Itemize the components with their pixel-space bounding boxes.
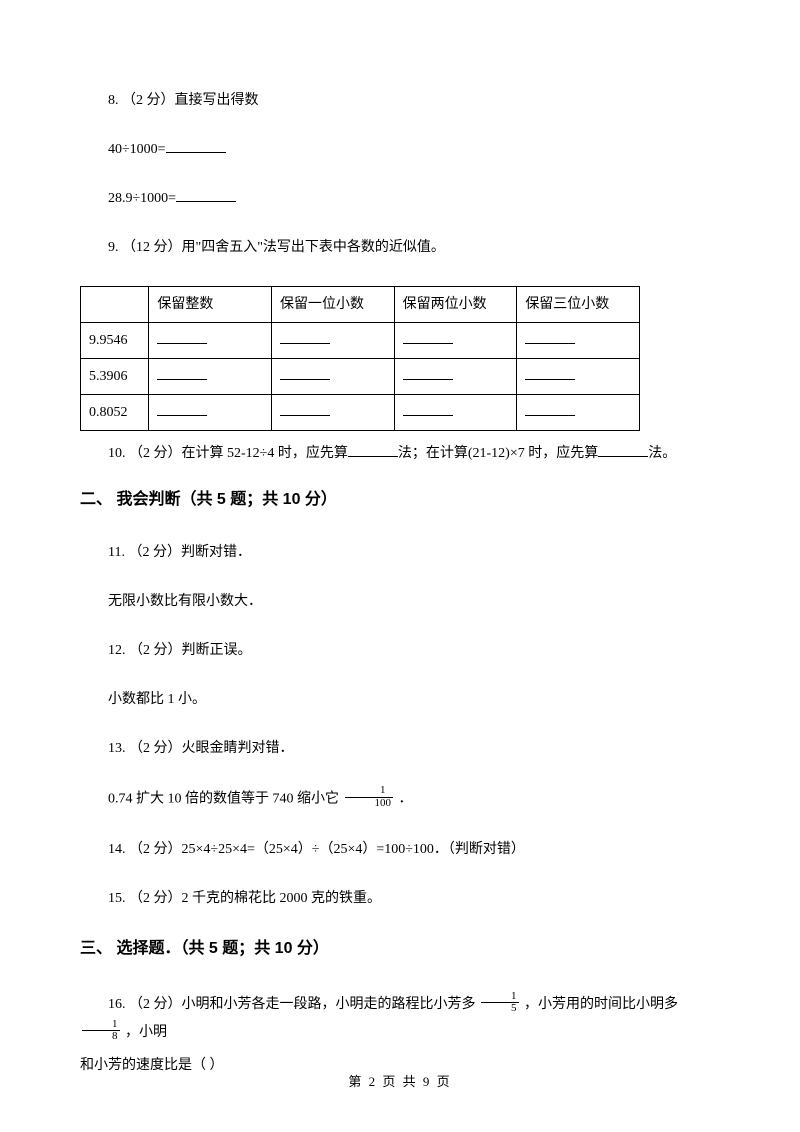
table-header-row: 保留整数 保留一位小数 保留两位小数 保留三位小数 (81, 287, 640, 323)
page-content: 8. （2 分）直接写出得数 40÷1000= 28.9÷1000= 9. （1… (80, 90, 720, 1076)
table-cell[interactable] (272, 395, 395, 431)
page-footer: 第 2 页 共 9 页 (0, 1071, 800, 1090)
q11-body: 无限小数比有限小数大． (80, 591, 720, 612)
table-cell[interactable] (394, 323, 517, 359)
q15-text: 15. （2 分）2 千克的棉花比 2000 克的铁重。 (80, 888, 720, 909)
table-cell[interactable] (149, 323, 272, 359)
q8-prefix: 8. （2 分）直接写出得数 (80, 90, 720, 111)
q8-line1: 40÷1000= (80, 139, 720, 160)
q14-text: 14. （2 分）25×4÷25×4=（25×4）÷（25×4）=100÷100… (80, 839, 720, 860)
q9-table: 保留整数 保留一位小数 保留两位小数 保留三位小数 9.9546 5.3906 … (80, 286, 640, 431)
table-cell[interactable] (394, 395, 517, 431)
fraction-icon: 18 (82, 1019, 120, 1043)
table-cell[interactable] (149, 359, 272, 395)
section-2-header: 二、 我会判断（共 5 题；共 10 分） (80, 488, 720, 512)
table-header-cell: 保留三位小数 (517, 287, 640, 323)
table-cell[interactable] (517, 395, 640, 431)
q10-p3: 法。 (648, 446, 676, 461)
q16-text: 16. （2 分）小明和小芳各走一段路，小明走的路程比小芳多 15 ，小芳用的时… (80, 991, 720, 1047)
q10-p2: 法；在计算(21-12)×7 时，应先算 (398, 446, 598, 461)
q10-text: 10. （2 分）在计算 52-12÷4 时，应先算 法；在计算(21-12)×7… (80, 443, 720, 464)
q13-p1: 0.74 扩大 10 倍的数值等于 740 缩小它 (108, 791, 343, 806)
table-header-cell: 保留整数 (149, 287, 272, 323)
table-cell[interactable] (517, 323, 640, 359)
section-3-header: 三、 选择题．（共 5 题；共 10 分） (80, 937, 720, 961)
table-cell[interactable] (517, 359, 640, 395)
q12-body: 小数都比 1 小。 (80, 689, 720, 710)
q8-line2: 28.9÷1000= (80, 188, 720, 209)
table-cell[interactable] (272, 359, 395, 395)
table-header-cell (81, 287, 149, 323)
q11-prefix: 11. （2 分）判断对错． (80, 542, 720, 563)
q16-p3: ，小明 (122, 1025, 168, 1040)
table-row: 9.9546 (81, 323, 640, 359)
fraction-icon: 1100 (345, 785, 394, 809)
table-header-cell: 保留两位小数 (394, 287, 517, 323)
table-cell[interactable] (394, 359, 517, 395)
fraction-icon: 15 (481, 991, 519, 1015)
blank-field[interactable] (166, 139, 226, 153)
table-row: 5.3906 (81, 359, 640, 395)
q13-prefix: 13. （2 分）火眼金睛判对错． (80, 738, 720, 759)
blank-field[interactable] (598, 443, 648, 457)
q9-prefix: 9. （12 分）用"四舍五入"法写出下表中各数的近似值。 (80, 237, 720, 258)
table-row-label: 5.3906 (81, 359, 149, 395)
table-cell[interactable] (272, 323, 395, 359)
blank-field[interactable] (348, 443, 398, 457)
table-row: 0.8052 (81, 395, 640, 431)
table-row-label: 9.9546 (81, 323, 149, 359)
q8-expr2: 28.9÷1000= (108, 191, 176, 206)
q16-p2: ，小芳用的时间比小明多 (521, 997, 679, 1012)
table-header-cell: 保留一位小数 (272, 287, 395, 323)
table-row-label: 0.8052 (81, 395, 149, 431)
q16-p1: 16. （2 分）小明和小芳各走一段路，小明走的路程比小芳多 (108, 997, 479, 1012)
q13-body: 0.74 扩大 10 倍的数值等于 740 缩小它 1100 ． (80, 787, 720, 811)
q8-expr1: 40÷1000= (108, 142, 166, 157)
table-cell[interactable] (149, 395, 272, 431)
q12-prefix: 12. （2 分）判断正误。 (80, 640, 720, 661)
q13-p2: ． (395, 791, 413, 806)
q10-p1: 10. （2 分）在计算 52-12÷4 时，应先算 (108, 446, 348, 461)
blank-field[interactable] (176, 188, 236, 202)
